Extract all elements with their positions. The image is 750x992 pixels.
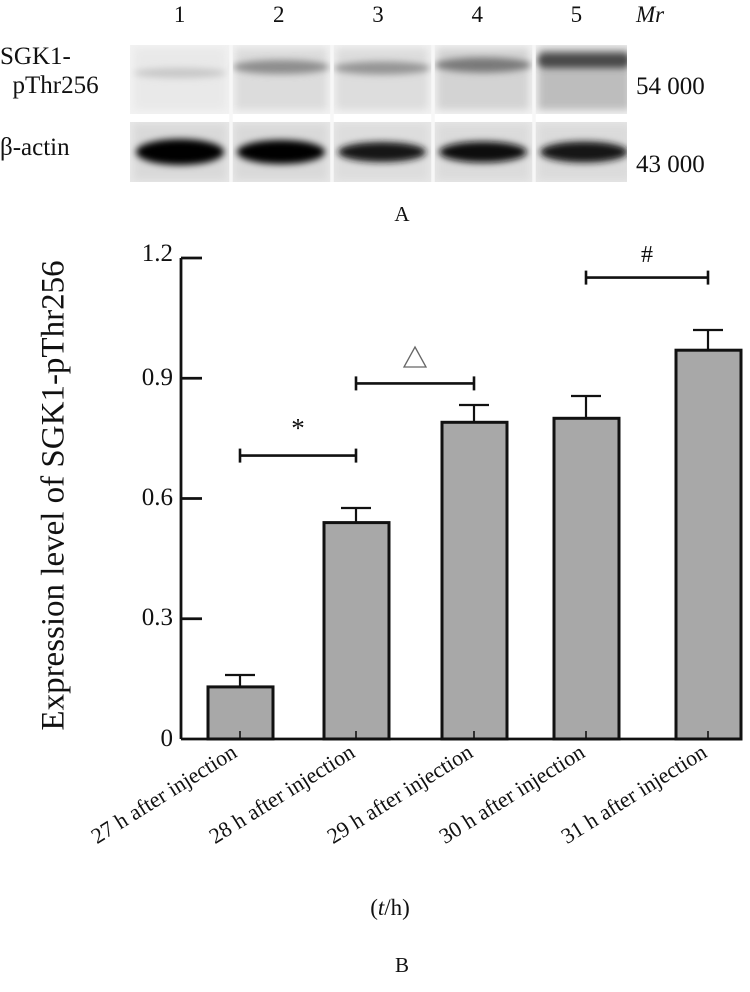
svg-text:#: # (641, 242, 653, 268)
svg-text:*: * (291, 413, 305, 443)
